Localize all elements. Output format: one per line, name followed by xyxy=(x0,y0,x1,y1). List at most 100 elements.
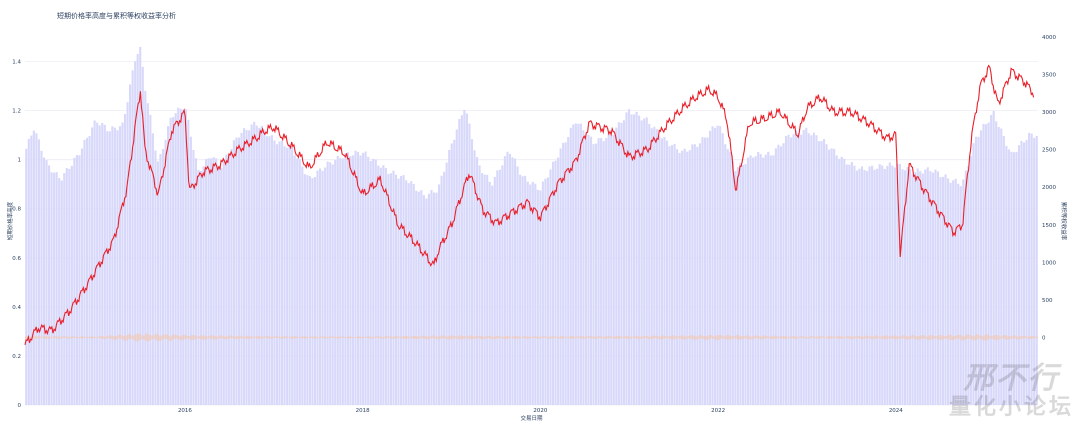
bar xyxy=(227,154,230,405)
bar xyxy=(541,181,544,405)
bar xyxy=(754,156,757,405)
bar xyxy=(475,157,479,405)
bar xyxy=(972,143,975,405)
bar xyxy=(871,165,874,405)
bar xyxy=(339,158,342,405)
bar xyxy=(392,170,395,405)
bar xyxy=(389,173,393,405)
bar xyxy=(488,181,491,405)
bar xyxy=(141,66,144,406)
bar xyxy=(311,178,314,405)
bar xyxy=(544,178,547,405)
bar xyxy=(883,168,886,405)
bar xyxy=(772,155,775,405)
bar xyxy=(572,124,575,405)
bar xyxy=(926,167,929,405)
bar xyxy=(787,134,790,405)
bar xyxy=(820,141,823,405)
bar xyxy=(800,134,803,405)
bar xyxy=(427,193,430,405)
bar xyxy=(394,174,398,405)
bar xyxy=(997,126,1000,405)
bar xyxy=(273,140,276,406)
y-right-tick-label: 3500 xyxy=(1042,73,1056,79)
bar xyxy=(757,152,760,405)
bar xyxy=(612,134,615,405)
bar xyxy=(194,158,198,405)
bar xyxy=(359,155,362,405)
bar xyxy=(828,149,831,405)
bar xyxy=(134,61,137,406)
bar xyxy=(941,176,945,405)
bar xyxy=(40,150,43,405)
bar xyxy=(202,166,205,405)
bar xyxy=(774,148,777,406)
bar xyxy=(400,176,403,405)
bar xyxy=(253,121,256,405)
bar xyxy=(230,148,233,405)
bar xyxy=(336,155,339,405)
bar xyxy=(888,162,891,405)
bar xyxy=(650,128,653,406)
y-right-axis-title: 累积等权收益率 xyxy=(1060,202,1068,241)
bar xyxy=(777,144,780,405)
bar xyxy=(711,126,714,405)
bar xyxy=(80,148,84,405)
bar xyxy=(222,159,225,405)
bar xyxy=(278,141,281,406)
bar xyxy=(263,129,266,406)
bar xyxy=(321,170,324,405)
bar xyxy=(921,173,924,405)
bar xyxy=(653,126,656,406)
y-left-tick-label: 0 xyxy=(18,403,22,409)
bar xyxy=(531,181,534,405)
bar xyxy=(916,168,919,405)
bar xyxy=(58,178,61,405)
bar xyxy=(698,143,701,405)
bar xyxy=(741,164,745,405)
bar xyxy=(45,160,48,405)
bar xyxy=(769,155,772,405)
bar xyxy=(633,114,636,405)
bar xyxy=(592,144,595,405)
bar xyxy=(990,114,993,405)
bar xyxy=(293,155,296,405)
bar xyxy=(407,183,410,405)
bar xyxy=(822,139,826,406)
bar xyxy=(1000,128,1003,405)
bar xyxy=(32,130,35,405)
bar xyxy=(526,181,529,405)
bar xyxy=(673,143,676,406)
bar xyxy=(726,149,729,405)
bar xyxy=(534,183,537,405)
bar xyxy=(463,109,466,405)
bar xyxy=(1020,140,1023,406)
bar xyxy=(863,169,866,405)
bar xyxy=(901,169,904,405)
bar xyxy=(445,162,448,405)
y-right-tick-label: 2000 xyxy=(1042,185,1056,191)
bar xyxy=(873,169,876,405)
bar xyxy=(255,125,258,405)
y-left-tick-label: 0.6 xyxy=(12,256,21,262)
bar xyxy=(848,164,851,405)
bar xyxy=(903,170,907,405)
bar xyxy=(483,174,486,405)
bar xyxy=(964,170,967,405)
bar xyxy=(1010,151,1013,405)
bar xyxy=(301,166,304,405)
bar xyxy=(303,174,306,405)
bar xyxy=(701,137,704,405)
bar xyxy=(600,137,603,405)
bar xyxy=(779,146,783,405)
bar xyxy=(50,172,53,405)
bar xyxy=(797,132,800,405)
chart-title: 短期价格率高度与累积等权收益率分析 xyxy=(57,12,176,20)
x-tick-label: 2024 xyxy=(889,408,903,414)
bar xyxy=(1015,151,1018,405)
bar xyxy=(557,157,560,405)
bar xyxy=(491,185,494,405)
bar xyxy=(549,169,552,405)
bar xyxy=(30,135,33,405)
bar xyxy=(511,157,514,405)
